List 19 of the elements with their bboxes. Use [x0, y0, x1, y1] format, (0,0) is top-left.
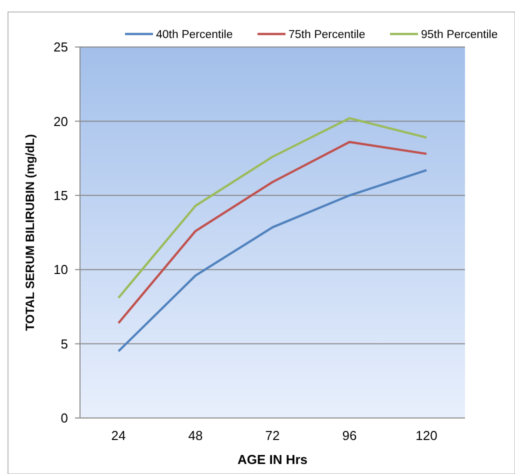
line-series [117, 140, 428, 324]
y-tick-label: 25 [54, 40, 68, 55]
y-tick-label: 5 [60, 336, 68, 352]
y-tick-label: 20 [54, 114, 68, 129]
x-tick-label: 24 [111, 428, 126, 443]
x-tick-label: 96 [342, 428, 357, 443]
x-axis-title: AGE IN Hrs [237, 452, 308, 467]
y-tick-label: 10 [54, 262, 68, 278]
legend-label: 75th Percentile [288, 29, 366, 42]
y-tick-label: 0 [60, 410, 68, 426]
y-tick-label: 15 [54, 188, 68, 203]
x-tick-label: 48 [188, 428, 203, 443]
line-series [117, 169, 428, 352]
y-axis-title: TOTAL SERUM BILIRUBIN (mg/dL) [23, 134, 37, 331]
x-tick-label: 72 [265, 428, 280, 443]
x-tick-label: 120 [416, 428, 438, 443]
legend-label: 40th Percentile [156, 29, 233, 42]
legend-label: 95th Percentile [421, 29, 498, 42]
line-series [117, 117, 428, 299]
